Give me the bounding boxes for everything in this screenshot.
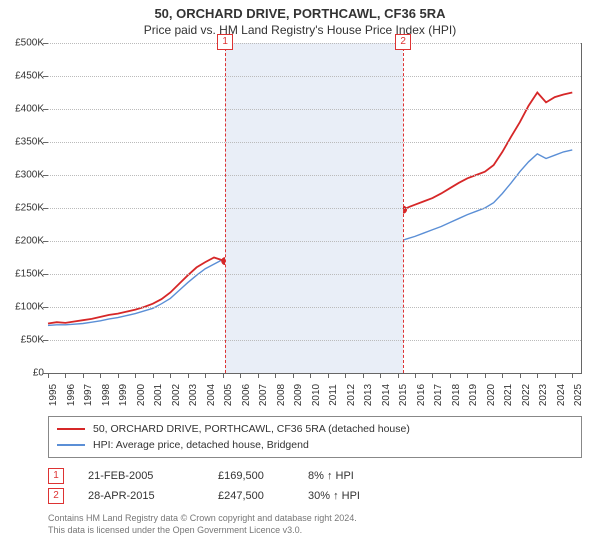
y-gridline	[48, 142, 581, 143]
y-gridline	[48, 274, 581, 275]
x-tick-label: 2019	[468, 384, 479, 406]
x-tick-label: 2001	[153, 384, 164, 406]
x-tick-label: 1996	[66, 384, 77, 406]
y-gridline	[48, 208, 581, 209]
chart-title-desc: Price paid vs. HM Land Registry's House …	[8, 23, 592, 37]
x-tick-label: 2008	[276, 384, 287, 406]
x-axis-labels: 1995 1996 1997 1998 1999 2000 2001 2002 2003 2004…	[48, 377, 582, 417]
legend-box: 50, ORCHARD DRIVE, PORTHCAWL, CF36 5RA (…	[48, 416, 582, 458]
y-axis-labels: £0£50K£100K£150K£200K£250K£300K£350K£400…	[6, 43, 44, 373]
y-tick	[43, 241, 48, 242]
x-tick-label: 2007	[258, 384, 269, 406]
y-tick-label: £400K	[6, 104, 44, 115]
marker-dashed-line	[403, 43, 404, 373]
marker-row: 1 21-FEB-2005£169,5008% ↑ HPI	[48, 466, 582, 486]
chart-area: £0£50K£100K£150K£200K£250K£300K£350K£400…	[48, 43, 582, 374]
legend-label: HPI: Average price, detached house, Brid…	[93, 437, 309, 453]
x-tick-label: 2018	[451, 384, 462, 406]
y-tick-label: £300K	[6, 170, 44, 181]
y-gridline	[48, 241, 581, 242]
y-tick	[43, 340, 48, 341]
x-tick-label: 2014	[381, 384, 392, 406]
legend-item: HPI: Average price, detached house, Brid…	[57, 437, 573, 453]
marker-row-date: 21-FEB-2005	[88, 466, 218, 486]
x-tick-label: 2013	[363, 384, 374, 406]
y-tick-label: £500K	[6, 38, 44, 49]
x-tick-label: 2003	[188, 384, 199, 406]
x-tick-label: 2011	[328, 384, 339, 406]
footer-credits: Contains HM Land Registry data © Crown c…	[48, 512, 582, 536]
legend-swatch	[57, 444, 85, 446]
footer-line-1: Contains HM Land Registry data © Crown c…	[48, 512, 582, 524]
x-tick-label: 2017	[433, 384, 444, 406]
y-gridline	[48, 43, 581, 44]
y-gridline	[48, 109, 581, 110]
y-tick-label: £50K	[6, 335, 44, 346]
x-tick-label: 2024	[556, 384, 567, 406]
marker-row-price: £169,500	[218, 466, 308, 486]
y-gridline	[48, 76, 581, 77]
x-tick-label: 2004	[206, 384, 217, 406]
y-tick-label: £150K	[6, 269, 44, 280]
y-tick	[43, 43, 48, 44]
x-tick-label: 2021	[503, 384, 514, 406]
x-tick-label: 1997	[83, 384, 94, 406]
x-tick-label: 2010	[311, 384, 322, 406]
x-tick-label: 2023	[538, 384, 549, 406]
marker-row-number: 2	[48, 488, 64, 504]
y-tick-label: £350K	[6, 137, 44, 148]
y-tick	[43, 175, 48, 176]
legend-item: 50, ORCHARD DRIVE, PORTHCAWL, CF36 5RA (…	[57, 421, 573, 437]
y-tick	[43, 208, 48, 209]
x-tick-label: 2022	[521, 384, 532, 406]
marker-row-date: 28-APR-2015	[88, 486, 218, 506]
x-tick-label: 2020	[486, 384, 497, 406]
x-tick-label: 1999	[118, 384, 129, 406]
x-tick-label: 2016	[416, 384, 427, 406]
y-tick	[43, 274, 48, 275]
y-tick	[43, 142, 48, 143]
x-tick-label: 2002	[171, 384, 182, 406]
marker-row: 2 28-APR-2015£247,50030% ↑ HPI	[48, 486, 582, 506]
marker-table: 1 21-FEB-2005£169,5008% ↑ HPI 2 28-APR-2015…	[48, 466, 582, 506]
marker-number-box: 2	[395, 34, 411, 50]
x-tick-label: 1995	[48, 384, 59, 406]
marker-row-price: £247,500	[218, 486, 308, 506]
y-tick	[43, 76, 48, 77]
y-gridline	[48, 307, 581, 308]
legend-label: 50, ORCHARD DRIVE, PORTHCAWL, CF36 5RA (…	[93, 421, 410, 437]
chart-title-address: 50, ORCHARD DRIVE, PORTHCAWL, CF36 5RA	[8, 6, 592, 21]
footer-line-2: This data is licensed under the Open Gov…	[48, 524, 582, 536]
marker-dashed-line	[225, 43, 226, 373]
y-tick-label: £0	[6, 368, 44, 379]
y-tick	[43, 109, 48, 110]
y-tick-label: £450K	[6, 71, 44, 82]
y-tick-label: £100K	[6, 302, 44, 313]
y-gridline	[48, 340, 581, 341]
x-tick-label: 2009	[293, 384, 304, 406]
marker-row-pct: 8% ↑ HPI	[308, 466, 388, 486]
x-tick-label: 2006	[241, 384, 252, 406]
marker-row-pct: 30% ↑ HPI	[308, 486, 388, 506]
legend-swatch	[57, 428, 85, 430]
marker-row-number: 1	[48, 468, 64, 484]
y-tick	[43, 307, 48, 308]
x-tick-label: 2015	[398, 384, 409, 406]
x-tick-label: 2000	[136, 384, 147, 406]
x-tick-label: 2005	[223, 384, 234, 406]
marker-number-box: 1	[217, 34, 233, 50]
x-tick-label: 2012	[346, 384, 357, 406]
x-tick-label: 1998	[101, 384, 112, 406]
x-tick-label: 2025	[573, 384, 584, 406]
y-gridline	[48, 175, 581, 176]
y-tick-label: £200K	[6, 236, 44, 247]
y-tick-label: £250K	[6, 203, 44, 214]
